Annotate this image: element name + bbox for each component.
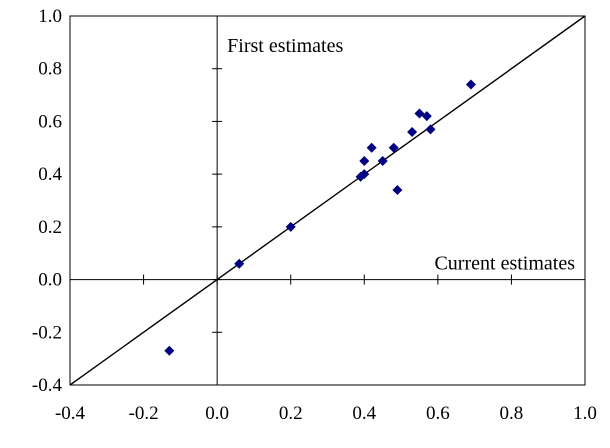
y-tick-label: -0.4 [32,375,63,396]
data-point [465,79,476,90]
x-tick-label: 1.0 [573,403,597,424]
x-tick-label: 0.8 [500,403,524,424]
data-point [425,124,436,135]
first-estimates-label: First estimates [227,35,343,57]
x-tick-label: -0.2 [129,403,159,424]
y-tick-label: -0.2 [32,322,62,343]
data-point [366,142,377,153]
data-points [164,79,476,356]
x-tick-label: -0.4 [55,403,86,424]
data-point [407,126,418,137]
data-point [285,221,296,232]
x-tick-label: 0.4 [352,403,376,424]
x-tick-label: 0.2 [279,403,303,424]
y-tick-label: 0.4 [38,164,62,185]
data-point [359,155,370,166]
data-point [388,142,399,153]
y-tick-label: 0.8 [38,59,62,80]
x-tick-label: 0.6 [426,403,450,424]
x-tick-label: 0.0 [205,403,229,424]
data-point [164,345,175,356]
data-point [359,169,370,180]
y-tick-label: 0.6 [38,111,62,132]
y-tick-label: 0.2 [38,217,62,238]
y-tick-label: 0.0 [38,270,62,291]
y-axis-ticks: -0.4 -0.2 0.0 0.2 0.4 0.6 0.8 1.0 [32,6,223,396]
data-point [421,111,432,122]
y-tick-label: 1.0 [38,6,62,27]
identity-reference-line [69,15,586,386]
plot-area-frame [69,15,586,386]
x-axis-ticks: -0.4 -0.2 0.0 0.2 0.4 0.6 0.8 1.0 [55,274,597,424]
data-point [234,258,245,269]
data-point [377,155,388,166]
current-estimates-label: Current estimates [434,253,575,275]
data-point [392,184,403,195]
